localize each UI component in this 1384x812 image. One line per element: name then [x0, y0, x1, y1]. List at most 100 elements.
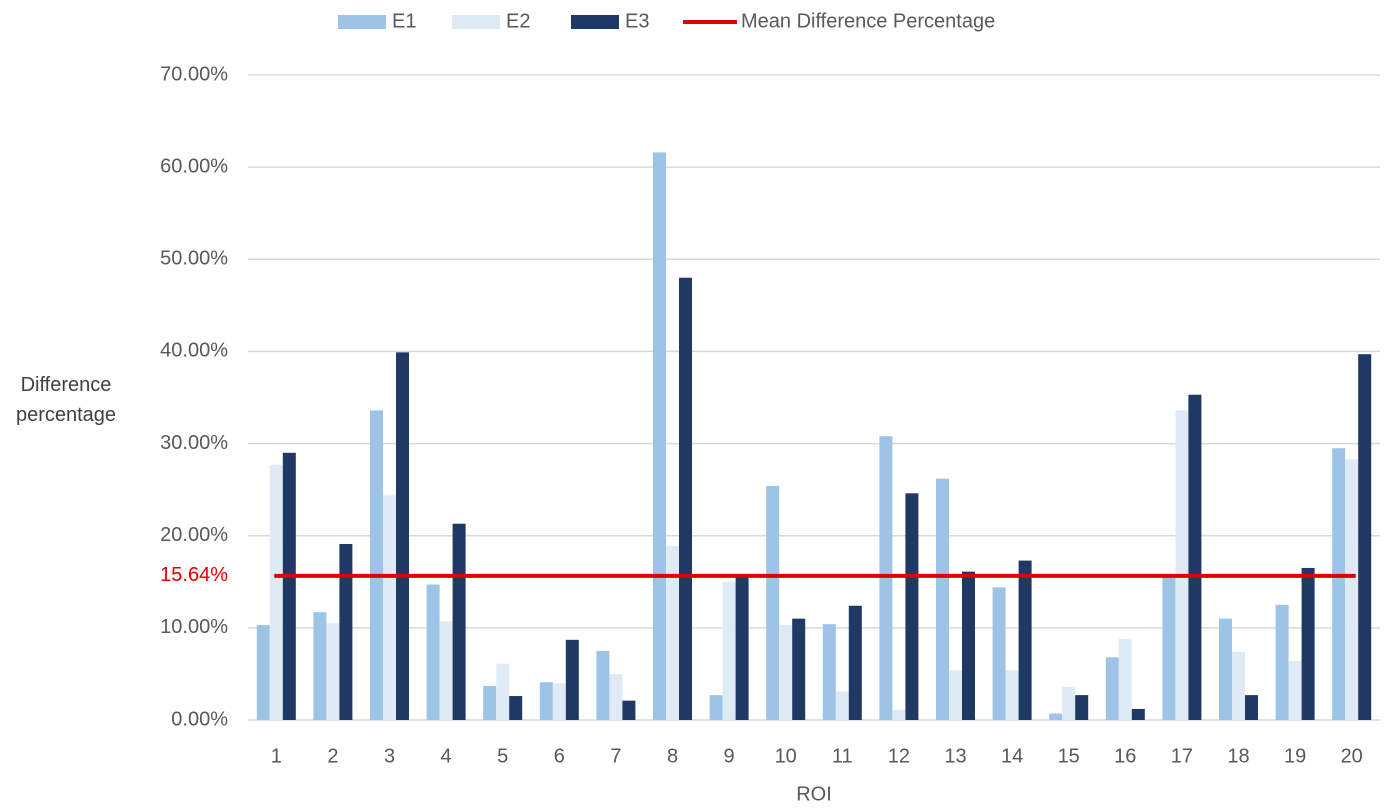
legend-swatch [338, 15, 386, 29]
bar [622, 700, 636, 720]
bar [1219, 618, 1232, 720]
bar [1049, 713, 1063, 720]
bar [269, 464, 283, 720]
bar [709, 695, 723, 720]
bar [679, 277, 692, 720]
legend-swatch [571, 15, 619, 29]
y-tick-label: 0.00% [171, 708, 228, 730]
bar [653, 152, 666, 720]
bar [552, 683, 566, 720]
x-tick-label: 13 [944, 745, 966, 767]
x-tick-label: 19 [1284, 745, 1306, 767]
bar [339, 544, 353, 720]
bar [539, 682, 553, 720]
bar [1005, 670, 1019, 720]
bar [766, 485, 780, 720]
bar [949, 670, 962, 720]
bar [779, 625, 793, 720]
x-tick-label: 11 [832, 745, 853, 767]
y-tick-label: 40.00% [160, 340, 228, 362]
bar [609, 673, 623, 720]
bar [313, 612, 327, 720]
legend-swatch [452, 15, 500, 29]
bar [666, 545, 679, 720]
bar [509, 696, 523, 720]
bar [396, 352, 409, 720]
bar [905, 493, 919, 720]
bar [962, 571, 975, 720]
y-tick-label: 20.00% [160, 524, 228, 546]
legend-label: E1 [392, 10, 416, 32]
y-tick-label: 70.00% [160, 63, 228, 85]
bar [1018, 560, 1032, 720]
x-tick-label: 20 [1341, 745, 1363, 767]
x-tick-label: 9 [724, 745, 735, 767]
bar [1062, 686, 1076, 720]
x-axis-label: ROI [796, 783, 832, 805]
bar [1245, 695, 1258, 720]
x-tick-label: 8 [667, 745, 678, 767]
x-tick-label: 12 [888, 745, 910, 767]
bar [848, 605, 862, 720]
bar [256, 625, 270, 720]
bar [1118, 638, 1132, 720]
x-tick-label: 17 [1171, 745, 1193, 767]
bar [835, 691, 849, 720]
legend-label: Mean Difference Percentage [741, 10, 995, 32]
bar [565, 639, 579, 720]
x-tick-label: 4 [441, 745, 452, 767]
bar [1105, 657, 1119, 720]
bar [1131, 708, 1145, 720]
bar [596, 650, 610, 720]
bar [992, 587, 1006, 720]
bar [735, 575, 749, 720]
legend-label: E3 [625, 10, 649, 32]
bar [439, 621, 453, 720]
y-tick-label: 50.00% [160, 248, 228, 270]
bar [1175, 410, 1189, 720]
x-tick-label: 10 [775, 745, 797, 767]
bar [792, 618, 806, 720]
bar [370, 410, 383, 720]
bar [1332, 448, 1346, 720]
x-tick-label: 16 [1114, 745, 1136, 767]
bar [426, 584, 440, 720]
bar [936, 478, 949, 720]
x-tick-label: 1 [271, 745, 282, 767]
bar [1358, 354, 1372, 720]
bar [483, 685, 497, 720]
bar [326, 623, 340, 720]
bar [1345, 459, 1359, 720]
x-tick-label: 14 [1001, 745, 1023, 767]
bar [822, 624, 836, 720]
bar [383, 495, 396, 720]
x-tick-label: 6 [554, 745, 565, 767]
legend-label: E2 [506, 10, 530, 32]
bar [879, 436, 893, 720]
y-tick-label: 30.00% [160, 432, 228, 454]
bar [1288, 661, 1302, 720]
x-tick-label: 15 [1058, 745, 1080, 767]
reference-label: 15.64% [160, 564, 228, 586]
bar [1275, 604, 1289, 720]
x-tick-label: 5 [497, 745, 508, 767]
x-tick-label: 3 [384, 745, 395, 767]
y-tick-label: 60.00% [160, 155, 228, 177]
bar [1162, 577, 1176, 720]
y-axis-label: Difference percentage [15, 374, 117, 426]
bar [1188, 394, 1202, 720]
bar [496, 663, 510, 720]
x-tick-label: 7 [610, 745, 621, 767]
bar [722, 581, 736, 720]
y-tick-label: 10.00% [160, 616, 228, 638]
x-tick-label: 18 [1227, 745, 1249, 767]
bar [1301, 567, 1315, 720]
bar [282, 452, 296, 720]
bar [1232, 651, 1245, 720]
bar [452, 523, 466, 720]
x-tick-label: 2 [327, 745, 338, 767]
bar [892, 709, 906, 720]
bar [1075, 695, 1089, 720]
